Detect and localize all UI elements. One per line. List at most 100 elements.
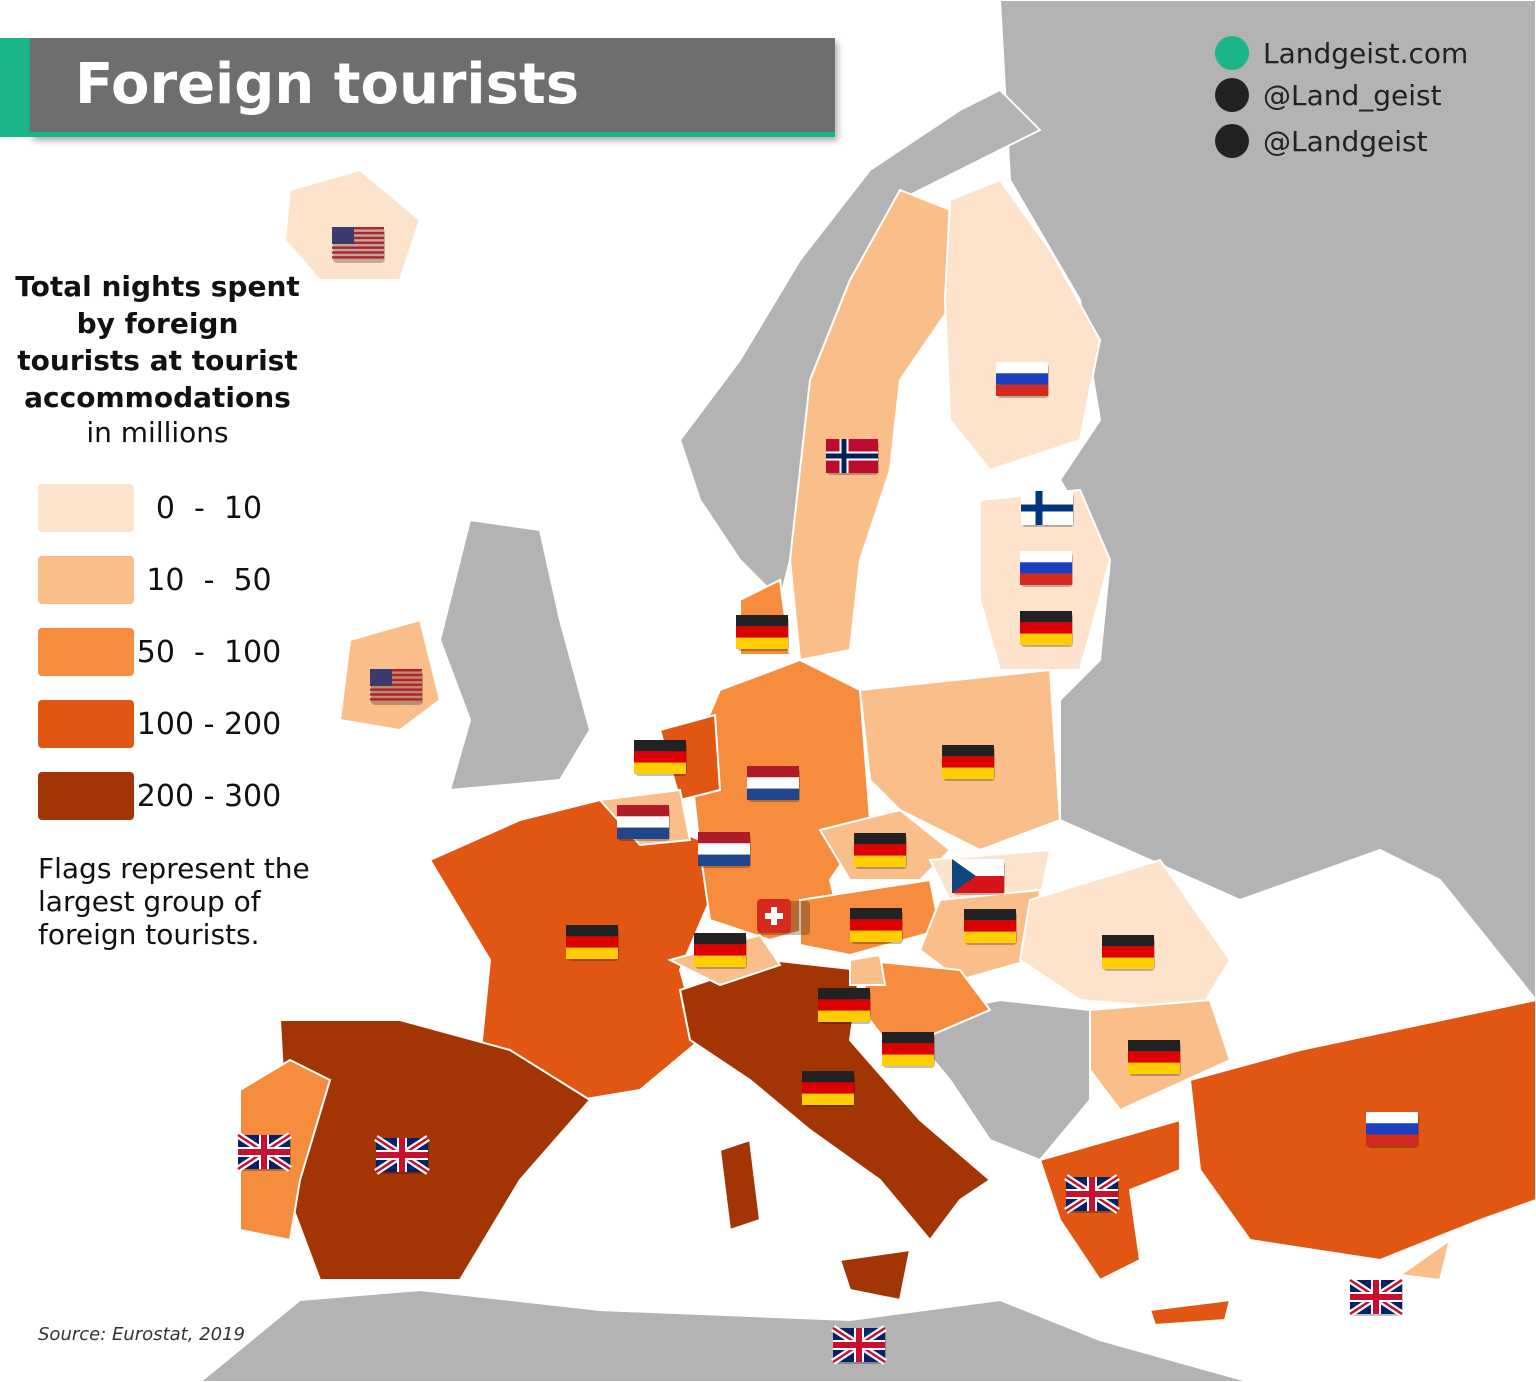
country xyxy=(658,713,722,802)
flag-canton xyxy=(370,669,392,686)
country xyxy=(943,178,1102,472)
flag-stripe xyxy=(634,762,686,774)
flag-stripe xyxy=(1102,935,1154,947)
flag-stripe xyxy=(332,227,384,230)
flag-stripe xyxy=(802,1071,854,1083)
flag-cross xyxy=(833,1328,885,1362)
flag xyxy=(634,740,687,776)
legend-label: 50 - 100 xyxy=(136,634,282,670)
flag-stripe xyxy=(1102,957,1154,969)
flag-cross xyxy=(1350,1280,1402,1314)
country xyxy=(1188,998,1536,1262)
legend-item: 10 - 50 xyxy=(38,544,284,616)
country xyxy=(849,953,887,986)
legend-label: 0 - 10 xyxy=(155,490,263,526)
flag-stripe xyxy=(964,909,1016,921)
flag-stripe xyxy=(747,788,799,800)
flag xyxy=(694,933,747,969)
flag-stripe xyxy=(1128,1062,1180,1074)
flag-stripe xyxy=(736,637,788,649)
flag-stripe xyxy=(694,944,746,956)
flag-stripe xyxy=(617,805,669,817)
flag-stripe xyxy=(854,855,906,867)
title-accent xyxy=(0,38,30,137)
note: Flags represent the largest group of for… xyxy=(38,852,310,951)
country xyxy=(788,188,957,662)
country xyxy=(1397,1237,1452,1282)
legend-swatch xyxy=(38,772,134,820)
flag-stripe xyxy=(332,256,384,259)
flag-stripe xyxy=(996,362,1048,374)
flag-canton xyxy=(332,227,354,244)
instagram: @Land_geist xyxy=(1263,78,1442,112)
flag-stripe xyxy=(566,925,618,937)
flag-stripe xyxy=(854,844,906,856)
flag-cross xyxy=(238,1135,290,1169)
countries xyxy=(239,168,1536,1327)
flag-stripe xyxy=(617,816,669,828)
flag-stripe xyxy=(370,678,422,682)
flag-stripe xyxy=(370,698,422,701)
flag xyxy=(370,669,423,705)
legend-label: 100 - 200 xyxy=(136,706,282,742)
legend-subtitle: in millions xyxy=(86,416,229,449)
flag-stripe xyxy=(1366,1134,1418,1146)
flag xyxy=(854,833,907,869)
flag xyxy=(818,988,871,1024)
flag-stripe xyxy=(850,908,902,920)
flag-stripe xyxy=(370,673,422,677)
flag-stripe xyxy=(332,231,384,235)
brand-twitter: @Landgeist xyxy=(1215,124,1428,158)
flag-cross xyxy=(826,439,878,473)
flag xyxy=(332,227,385,263)
flag-stripe xyxy=(736,626,788,638)
flag-stripe xyxy=(634,740,686,752)
flag xyxy=(826,439,879,475)
flag xyxy=(1128,1040,1181,1076)
flag xyxy=(747,766,800,802)
flag-stripe xyxy=(1020,633,1072,645)
flag xyxy=(374,1135,430,1175)
flag xyxy=(802,1071,855,1107)
flag-stripe xyxy=(1020,611,1072,623)
flag-stripe xyxy=(332,246,384,249)
brand-instagram: @Land_geist xyxy=(1215,78,1442,112)
flag xyxy=(1020,611,1073,647)
flag-stripe xyxy=(942,756,994,768)
flag-stripe xyxy=(850,930,902,942)
flag-stripe xyxy=(634,751,686,763)
twitter: @Landgeist xyxy=(1263,124,1428,158)
flag-stripe xyxy=(882,1043,934,1055)
legend-swatch xyxy=(38,700,134,748)
legend-item: 200 - 300 xyxy=(38,760,284,832)
flag-stripe xyxy=(736,615,788,627)
flag xyxy=(850,908,903,944)
flag xyxy=(698,832,751,868)
flag-stripe xyxy=(964,931,1016,943)
legend-swatch xyxy=(38,556,134,604)
flag-stripe xyxy=(882,1054,934,1066)
legend-item: 0 - 10 xyxy=(38,472,284,544)
country xyxy=(278,1019,592,1281)
flag-stripe xyxy=(818,1010,870,1022)
flag-stripe xyxy=(802,1093,854,1105)
flag xyxy=(1348,1277,1404,1317)
flag-stripe xyxy=(996,384,1048,396)
flag-cross xyxy=(1066,1177,1118,1211)
flag xyxy=(1020,551,1073,587)
flag-stripe xyxy=(698,854,750,866)
flag-stripe xyxy=(747,766,799,778)
country xyxy=(718,1138,762,1232)
flag xyxy=(1021,491,1074,527)
flag-stripe xyxy=(332,251,384,254)
legend-label: 200 - 300 xyxy=(136,778,282,814)
flag-stripe xyxy=(1366,1123,1418,1135)
flag-stripe xyxy=(1102,946,1154,958)
flag-cross xyxy=(1021,491,1073,525)
flag xyxy=(757,899,810,935)
flag-stripe xyxy=(566,936,618,948)
flag-triangle xyxy=(952,859,976,893)
flag-stripe xyxy=(566,947,618,959)
